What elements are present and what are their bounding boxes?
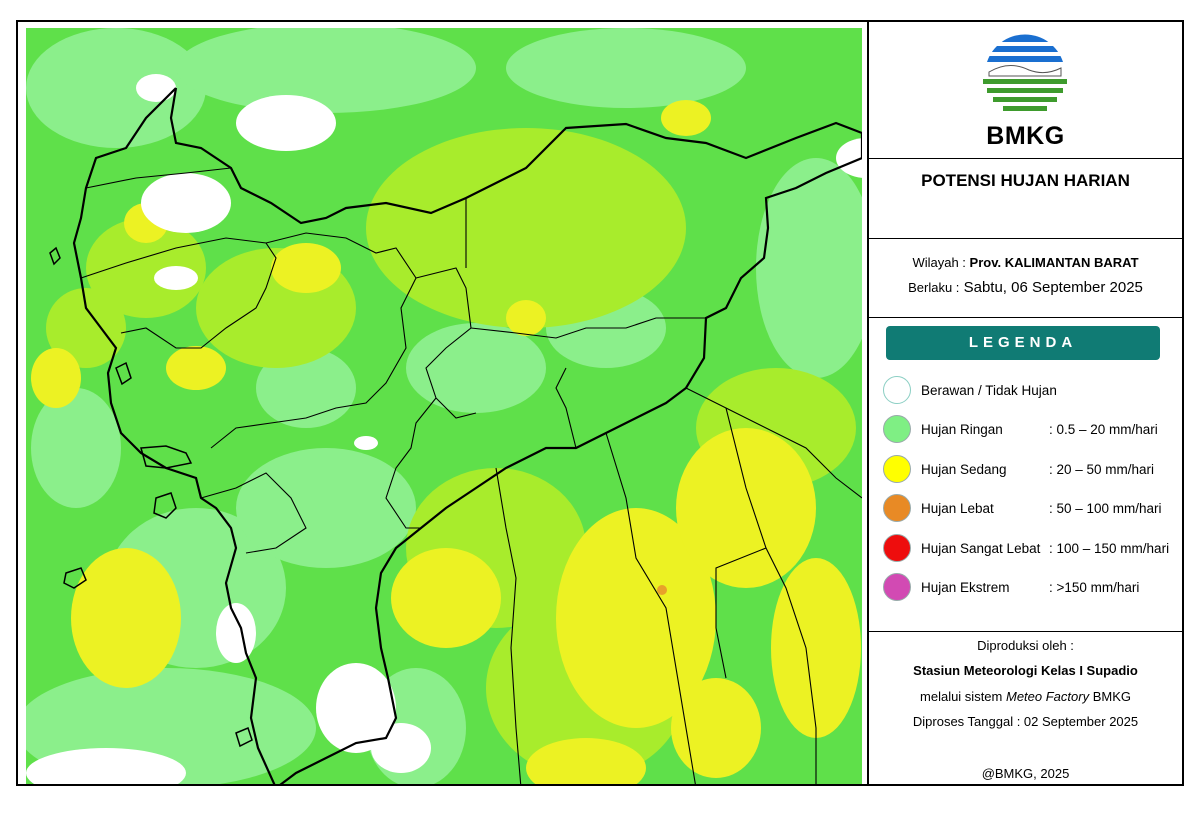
validity-value: Sabtu, 06 September 2025	[963, 279, 1143, 296]
system-suffix: BMKG	[1089, 689, 1131, 704]
legend-item: Berawan / Tidak Hujan	[883, 376, 1178, 408]
legend-header: LEGENDA	[886, 326, 1160, 360]
very-heavy-rain-swatch-icon	[883, 534, 911, 562]
region-label: Wilayah :	[912, 255, 966, 270]
legend-range: : 50 – 100 mm/hari	[1049, 501, 1162, 516]
legend-item: Hujan Lebat : 50 – 100 mm/hari	[883, 494, 1178, 526]
cloudy-swatch-icon	[883, 376, 911, 404]
produced-by: Diproduksi oleh :	[977, 638, 1074, 653]
legend-section: LEGENDA Berawan / Tidak Hujan Hujan Ring…	[869, 318, 1182, 632]
credits-section: Diproduksi oleh : Stasiun Meteorologi Ke…	[869, 632, 1182, 784]
info-panel: BMKG POTENSI HUJAN HARIAN Wilayah : Prov…	[869, 22, 1182, 784]
brand-name: BMKG	[986, 122, 1065, 150]
processed-date: Diproses Tanggal : 02 September 2025	[912, 714, 1139, 729]
bmkg-logo-icon	[981, 34, 1069, 111]
legend-label: Hujan Sangat Lebat	[921, 541, 1041, 556]
copyright: @BMKG, 2025	[981, 766, 1070, 781]
legend-range: : 20 – 50 mm/hari	[1049, 462, 1155, 477]
region-value: Prov. KALIMANTAN BARAT	[969, 255, 1139, 270]
islands	[49, 246, 253, 748]
west-coastline	[72, 87, 276, 784]
map-title: POTENSI HUJAN HARIAN	[921, 171, 1130, 190]
light-rain-swatch-icon	[883, 415, 911, 443]
legend-item: Hujan Ekstrem : >150 mm/hari	[883, 573, 1178, 605]
legend-label: Hujan Lebat	[921, 501, 994, 516]
system-name: Meteo Factory	[1005, 689, 1090, 704]
legend-item: Hujan Ringan : 0.5 – 20 mm/hari	[883, 415, 1178, 447]
heavy-rain-cell	[657, 585, 667, 595]
heavy-rain-swatch-icon	[883, 494, 911, 522]
rainfall-map[interactable]	[18, 22, 869, 784]
moderate-rain-zones	[31, 100, 861, 784]
title-section: POTENSI HUJAN HARIAN	[869, 159, 1182, 239]
region-section: Wilayah : Prov. KALIMANTAN BARAT Berlaku…	[869, 239, 1182, 318]
rainfall-map-canvas	[26, 28, 862, 784]
legend-label: Hujan Sedang	[921, 462, 1007, 477]
logo-section: BMKG	[869, 22, 1182, 159]
legend-range: : 0.5 – 20 mm/hari	[1049, 422, 1158, 437]
system-line: melalui sistem Meteo Factory BMKG	[869, 689, 1182, 704]
legend-range: : 100 – 150 mm/hari	[1049, 541, 1170, 556]
system-prefix: melalui sistem	[920, 689, 1006, 704]
transition-zones	[46, 128, 856, 778]
region-line: Wilayah : Prov. KALIMANTAN BARAT	[869, 255, 1182, 270]
legend-label: Berawan / Tidak Hujan	[921, 383, 1057, 398]
legend-item: Hujan Sedang : 20 – 50 mm/hari	[883, 455, 1178, 487]
validity-line: Berlaku : Sabtu, 06 September 2025	[869, 279, 1182, 296]
legend-label: Hujan Ekstrem	[921, 580, 1010, 595]
legend-item: Hujan Sangat Lebat : 100 – 150 mm/hari	[883, 534, 1178, 566]
station-name: Stasiun Meteorologi Kelas I Supadio	[913, 663, 1138, 678]
legend-label: Hujan Ringan	[921, 422, 1003, 437]
regency-boundaries	[80, 167, 862, 784]
no-rain-zones	[26, 74, 862, 784]
map-sheet: BMKG POTENSI HUJAN HARIAN Wilayah : Prov…	[16, 20, 1184, 786]
moderate-rain-swatch-icon	[883, 455, 911, 483]
extreme-rain-swatch-icon	[883, 573, 911, 601]
legend-range: : >150 mm/hari	[1049, 580, 1140, 595]
validity-label: Berlaku :	[908, 280, 960, 295]
province-boundary	[169, 87, 862, 784]
